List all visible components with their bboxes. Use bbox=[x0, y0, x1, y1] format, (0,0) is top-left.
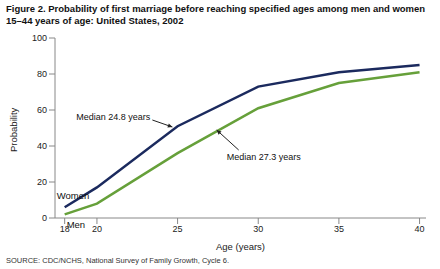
svg-text:18: 18 bbox=[60, 224, 70, 234]
svg-text:60: 60 bbox=[37, 105, 47, 115]
svg-text:25: 25 bbox=[173, 224, 183, 234]
svg-text:30: 30 bbox=[253, 224, 263, 234]
html-text:Figure 2. Probability of first: Figure 2. Probability of first marriage … bbox=[6, 3, 426, 26]
svg-text:Probability: Probability bbox=[8, 107, 19, 152]
svg-text:Men: Men bbox=[66, 219, 86, 231]
svg-text:Age (years): Age (years) bbox=[216, 241, 265, 252]
svg-text:35: 35 bbox=[334, 224, 344, 234]
svg-text:100: 100 bbox=[32, 33, 47, 43]
svg-text:Median 24.8 years: Median 24.8 years bbox=[76, 112, 151, 122]
html-text:SOURCE: CDC/NCHS, National Sur: SOURCE: CDC/NCHS, National Survey of Fam… bbox=[6, 256, 229, 265]
svg-text:40: 40 bbox=[37, 141, 47, 151]
svg-text:40: 40 bbox=[415, 224, 425, 234]
svg-text:80: 80 bbox=[37, 69, 47, 79]
svg-text:Women: Women bbox=[57, 190, 90, 201]
svg-text:0: 0 bbox=[42, 213, 47, 223]
svg-text:20: 20 bbox=[92, 224, 102, 234]
svg-text:20: 20 bbox=[37, 177, 47, 187]
svg-text:Median 27.3 years: Median 27.3 years bbox=[227, 152, 302, 162]
